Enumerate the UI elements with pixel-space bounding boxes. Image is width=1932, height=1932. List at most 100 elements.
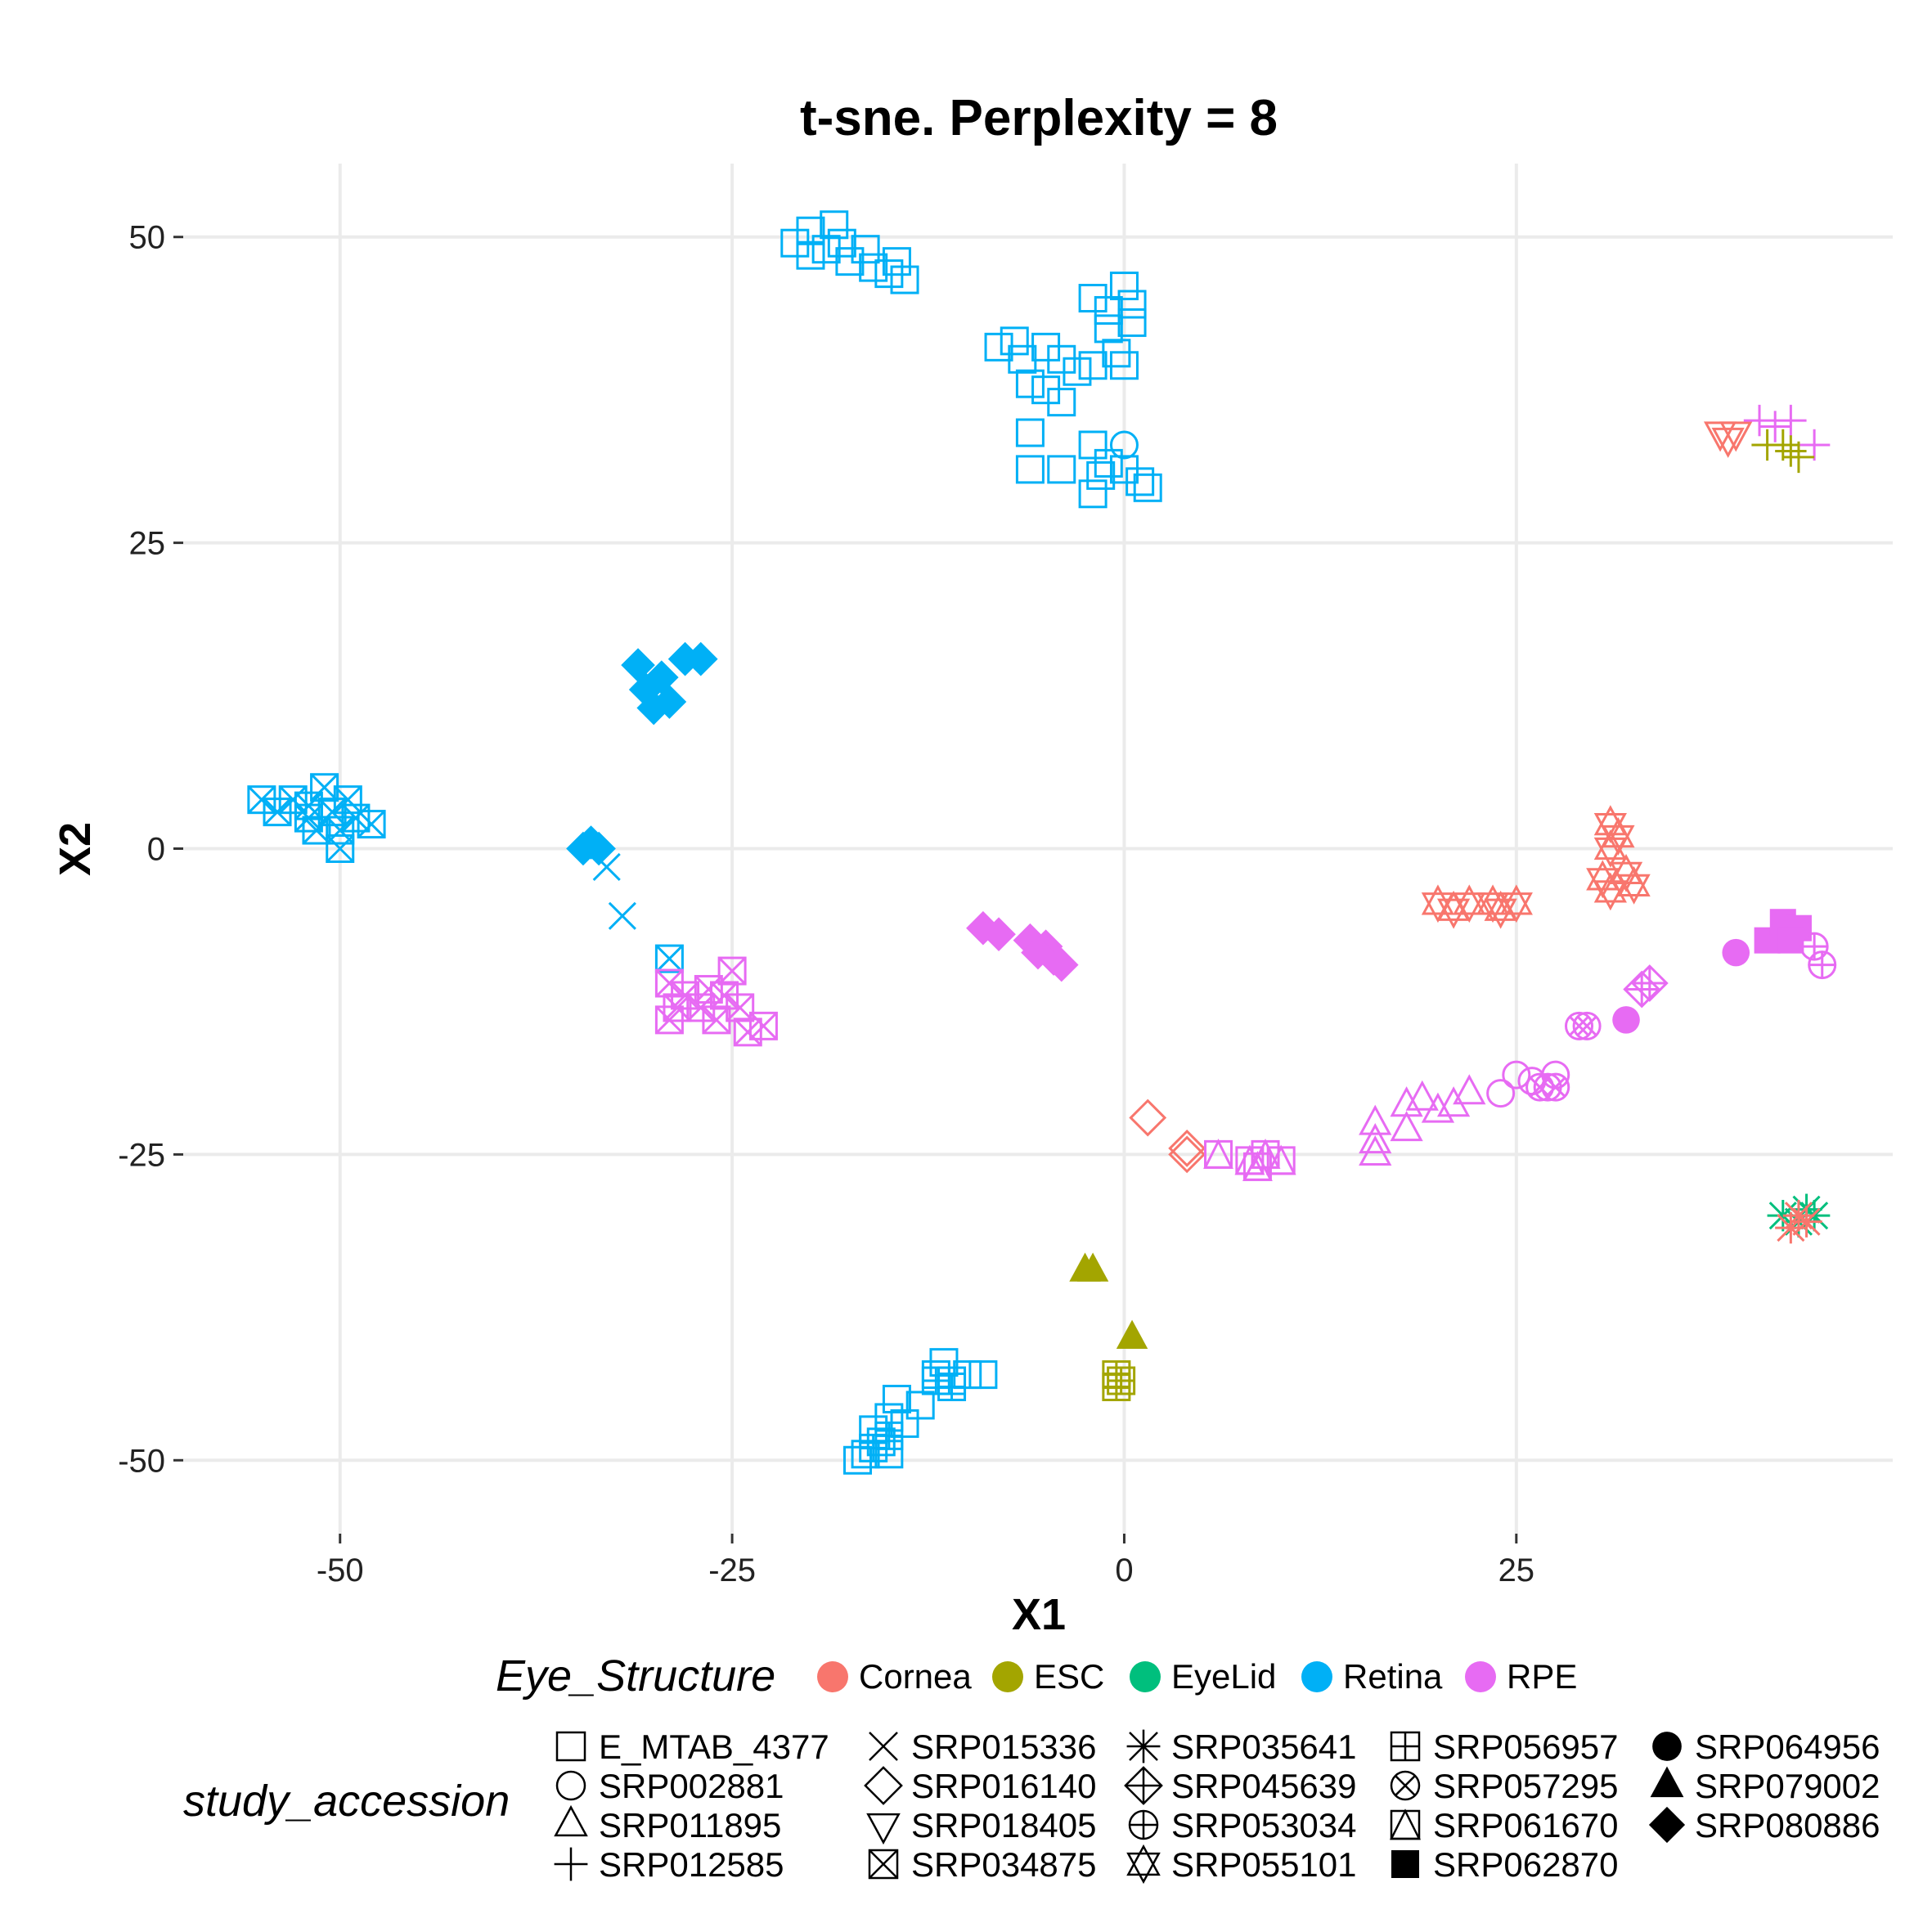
legend-shape-item: SRP064956: [1652, 1728, 1880, 1766]
data-point: [1405, 1080, 1439, 1111]
legend-color-label: RPE: [1507, 1657, 1577, 1696]
data-point: [341, 803, 371, 833]
data-point: [1565, 1011, 1594, 1040]
data-point: [694, 974, 723, 1004]
data-point: [1168, 1135, 1206, 1174]
data-point: [1421, 1092, 1455, 1123]
data-point: [654, 944, 684, 973]
data-point: [1593, 829, 1627, 868]
data-point: [1109, 351, 1139, 380]
legend-shape-label: SRP002881: [599, 1767, 784, 1805]
data-point: [1711, 427, 1745, 458]
legend-shape-label: SRP034875: [911, 1845, 1097, 1884]
data-point: [1076, 1252, 1109, 1282]
data-point: [1078, 479, 1108, 509]
data-point: [1109, 430, 1139, 460]
y-tick-label: 0: [147, 832, 165, 868]
data-point: [608, 901, 636, 930]
legend-shape-label: SRP035641: [1171, 1728, 1357, 1766]
legend-shape-item: SRP011895: [554, 1804, 781, 1844]
data-point: [592, 852, 621, 881]
legend-shape-label: SRP064956: [1695, 1728, 1880, 1766]
data-point: [1047, 388, 1076, 417]
axis-ticks: -50 -25 0 25 -50 -25 0 25 50: [118, 220, 1534, 1588]
data-point: [1743, 404, 1776, 437]
data-point: [326, 834, 355, 863]
data-point: [717, 956, 747, 986]
data-point: [1782, 441, 1815, 474]
grid: [183, 164, 1893, 1534]
data-points: [247, 210, 1837, 1475]
data-point: [1486, 1079, 1516, 1108]
legend-shape-label: SRP057295: [1433, 1767, 1619, 1805]
data-point: [310, 773, 339, 802]
data-point: [1790, 1206, 1822, 1238]
legend-eye-structure: Eye_Structure Cornea ESC EyeLid Retina RPE: [496, 1651, 1577, 1701]
data-point: [905, 1391, 935, 1420]
chart-title: t-sne. Perplexity = 8: [800, 90, 1278, 146]
legend-shape-item: SRP002881: [555, 1767, 784, 1805]
legend-shape-item: SRP061670: [1389, 1806, 1619, 1844]
legend-shape-item: SRP057295: [1390, 1767, 1619, 1805]
legend-color-label: EyeLid: [1171, 1657, 1276, 1696]
legend-shape-item: SRP062870: [1391, 1845, 1619, 1884]
legend-color-label: ESC: [1034, 1657, 1104, 1696]
legend-shape-label: SRP015336: [911, 1728, 1097, 1766]
legend-shape-label: SRP056957: [1433, 1728, 1619, 1766]
data-point: [1798, 429, 1831, 461]
x-axis-title: X1: [1012, 1590, 1066, 1639]
data-point: [1265, 1144, 1296, 1175]
x-tick-label: 0: [1115, 1552, 1133, 1588]
legend-shape-item: SRP034875: [868, 1845, 1097, 1884]
data-point: [748, 1011, 778, 1040]
data-point: [937, 1373, 967, 1402]
data-point: [1775, 404, 1807, 437]
legend-shape-item: SRP012585: [554, 1845, 784, 1884]
data-point: [820, 210, 849, 240]
legend-shape-label: SRP016140: [911, 1767, 1097, 1805]
legend-shape-item: SRP079002: [1650, 1766, 1880, 1805]
data-point: [874, 1421, 904, 1450]
legend-shape-label: SRP045639: [1171, 1767, 1357, 1805]
data-point: [582, 831, 616, 866]
legend-color-item: RPE: [1465, 1657, 1577, 1696]
data-point: [1722, 938, 1750, 967]
x-tick-label: -50: [317, 1552, 364, 1588]
data-point: [278, 785, 308, 815]
legend-shape-label: SRP079002: [1695, 1767, 1880, 1805]
data-point: [1719, 421, 1753, 452]
data-point: [1453, 1074, 1486, 1105]
data-point: [1116, 1319, 1148, 1349]
legend-color-swatch: [992, 1661, 1023, 1692]
data-point: [1015, 369, 1045, 398]
data-point: [621, 648, 655, 682]
legend-color-item: EyeLid: [1130, 1657, 1276, 1696]
data-point: [1044, 947, 1079, 982]
y-tick-label: 50: [129, 220, 166, 256]
data-point: [1168, 1129, 1206, 1167]
legend-shape-item: SRP080886: [1648, 1806, 1880, 1844]
legend-shape-label: SRP062870: [1433, 1845, 1619, 1884]
data-point: [1525, 1072, 1555, 1102]
legend-shape-label: SRP011895: [599, 1806, 781, 1844]
data-point: [1015, 455, 1045, 484]
y-tick-label: -25: [118, 1137, 165, 1173]
data-point: [1593, 872, 1627, 911]
data-point: [1453, 884, 1486, 923]
legend-study-accession: study_accessionE_MTAB_4377SRP002881SRP01…: [183, 1728, 1880, 1885]
data-point: [1015, 418, 1045, 447]
data-point: [1390, 1111, 1423, 1142]
data-point: [1109, 272, 1139, 301]
data-point: [1630, 964, 1669, 1002]
data-point: [683, 641, 718, 676]
data-point: [1047, 455, 1076, 484]
y-tick-label: 25: [129, 526, 166, 562]
y-axis-title: X2: [51, 822, 100, 876]
legend-color-item: ESC: [992, 1657, 1104, 1696]
legend-shape-item: SRP045639: [1124, 1766, 1357, 1805]
data-point: [663, 993, 692, 1022]
data-point: [890, 265, 919, 294]
data-point: [357, 810, 386, 839]
